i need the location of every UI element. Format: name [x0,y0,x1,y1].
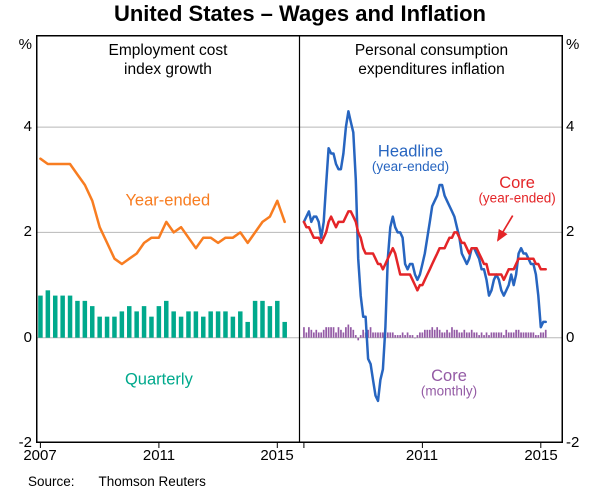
y-tick-0-left: 0 [23,329,32,346]
wages-inflation-chart: Year-endedQuarterlyHeadline(year-ended)C… [36,35,563,448]
svg-text:Core: Core [499,174,535,192]
left-panel-title-line2: index growth [124,61,212,78]
left-panel-title: Employment cost index growth [36,41,300,79]
x-tick-2011-right: 2011 [405,447,439,464]
svg-text:(monthly): (monthly) [421,384,477,399]
source-note: Source: Thomson Reuters [28,474,206,489]
y-tick-4-right: 4 [566,118,575,135]
page-title: United States – Wages and Inflation [113,1,486,26]
y-tick-neg2-right: -2 [566,434,580,451]
right-panel-title-line2: expenditures inflation [358,61,505,78]
svg-text:(year-ended): (year-ended) [372,159,449,174]
x-tick-2011-left: 2011 [142,447,176,464]
y-tick-0-right: 0 [566,329,575,346]
y-tick-neg2-left: -2 [18,434,32,451]
svg-text:Core: Core [431,367,467,385]
y-tick-2-left: 2 [23,223,32,240]
x-tick-2015-right: 2015 [524,447,558,464]
source-label: Source: [28,474,75,489]
source-value: Thomson Reuters [98,474,206,489]
right-panel-title: Personal consumption expenditures inflat… [300,41,563,79]
right-panel-title-line1: Personal consumption [354,42,509,59]
y-axis-unit-left: % [18,36,32,53]
svg-text:(year-ended): (year-ended) [478,190,555,205]
y-tick-4-left: 4 [23,118,32,135]
svg-text:Headline: Headline [378,142,443,160]
svg-text:Year-ended: Year-ended [125,191,210,209]
svg-text:Quarterly: Quarterly [125,370,194,388]
y-tick-2-right: 2 [566,223,575,240]
left-panel-title-line1: Employment cost [108,42,228,59]
y-axis-unit-right: % [566,36,580,53]
x-tick-2007-left: 2007 [23,447,57,464]
x-tick-2015-left: 2015 [260,447,294,464]
